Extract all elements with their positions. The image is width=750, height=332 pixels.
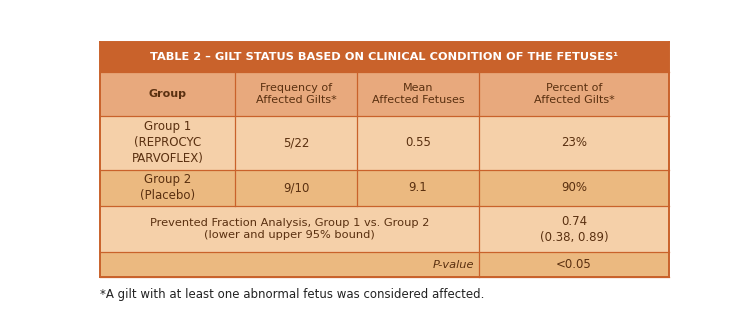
Bar	[100, 116, 669, 170]
Text: Group 2
(Placebo): Group 2 (Placebo)	[140, 173, 195, 202]
Bar	[100, 252, 669, 278]
Text: Percent of
Affected Gilts*: Percent of Affected Gilts*	[534, 83, 614, 105]
Text: TABLE 2 – GILT STATUS BASED ON CLINICAL CONDITION OF THE FETUSES¹: TABLE 2 – GILT STATUS BASED ON CLINICAL …	[150, 52, 619, 62]
Text: Prevented Fraction Analysis, Group 1 vs. Group 2
(lower and upper 95% bound): Prevented Fraction Analysis, Group 1 vs.…	[149, 218, 429, 240]
Text: Group 1
(REPROCYC
PARVOFLEX): Group 1 (REPROCYC PARVOFLEX)	[131, 120, 203, 165]
Bar	[100, 206, 669, 252]
Text: *A gilt with at least one abnormal fetus was considered affected.: *A gilt with at least one abnormal fetus…	[100, 288, 484, 300]
Text: Group: Group	[148, 89, 186, 99]
Bar	[100, 170, 669, 206]
Text: 9.1: 9.1	[409, 181, 428, 194]
Bar	[100, 72, 669, 116]
Text: 0.74
(0.38, 0.89): 0.74 (0.38, 0.89)	[540, 215, 608, 244]
Text: P-value: P-value	[433, 260, 474, 270]
Text: 23%: 23%	[561, 136, 587, 149]
Text: <0.05: <0.05	[556, 258, 592, 271]
Text: Mean
Affected Fetuses: Mean Affected Fetuses	[372, 83, 464, 105]
Text: 90%: 90%	[561, 181, 587, 194]
Bar	[100, 42, 669, 72]
Text: 9/10: 9/10	[283, 181, 309, 194]
Text: 0.55: 0.55	[405, 136, 431, 149]
Text: Frequency of
Affected Gilts*: Frequency of Affected Gilts*	[256, 83, 337, 105]
Text: 5/22: 5/22	[283, 136, 309, 149]
